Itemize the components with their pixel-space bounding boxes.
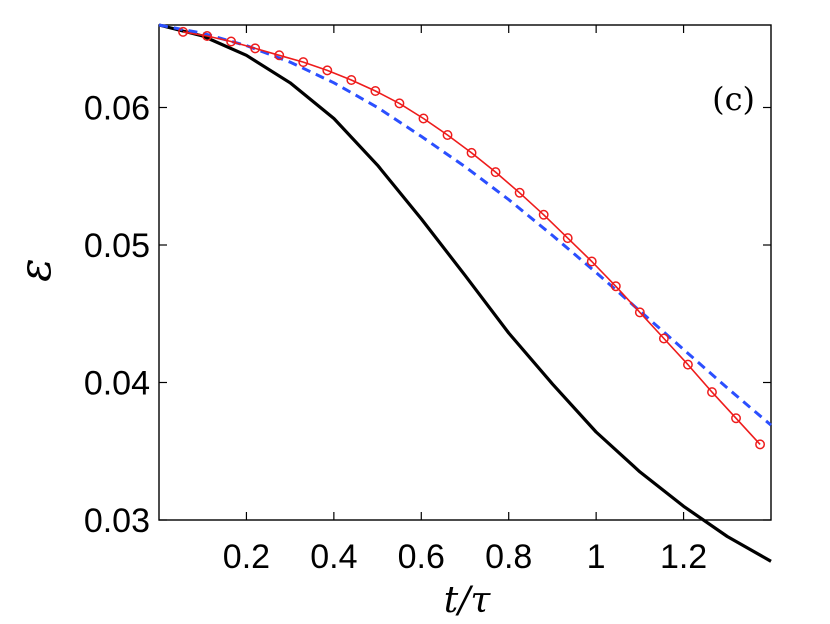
y-tick-label: 0.06 [84, 90, 150, 128]
x-tick-label: 0.8 [485, 538, 532, 576]
series-line-2 [158, 23, 772, 427]
x-tick-label: 0.6 [398, 538, 445, 576]
series-point [298, 57, 309, 68]
series-point [514, 187, 525, 198]
series-point [418, 113, 429, 124]
series-point [562, 233, 573, 244]
series-point [538, 209, 549, 220]
series-point [274, 50, 285, 61]
series-point [202, 31, 213, 41]
series-line-1 [158, 23, 772, 563]
series-point [322, 65, 333, 76]
x-tick-label: 0.2 [223, 538, 270, 576]
x-tick-label: 1 [587, 538, 606, 576]
series-point [442, 130, 453, 140]
panel-label: (c) [712, 80, 755, 118]
series-point [466, 147, 477, 158]
series-point [490, 167, 501, 178]
series-point [610, 281, 621, 292]
series-point [634, 307, 645, 318]
series-point [586, 256, 597, 267]
y-tick-label: 0.05 [84, 227, 150, 265]
series-point [370, 86, 381, 96]
series-layer [158, 23, 772, 563]
ticks [159, 25, 771, 521]
x-axis-label: t/τ [444, 580, 492, 621]
y-tick-label: 0.03 [84, 502, 150, 540]
y-axis-label: ε [10, 258, 61, 282]
series-point [658, 333, 669, 344]
series-point [755, 439, 766, 450]
series-point [707, 387, 717, 398]
series-point [250, 43, 261, 54]
series-line-3 [182, 31, 761, 445]
plot-area [158, 24, 772, 521]
series-point [226, 36, 237, 47]
series-point [178, 26, 188, 37]
x-tick-label: 1.2 [660, 538, 707, 576]
x-tick-label: 0.4 [310, 538, 357, 576]
series-point [394, 98, 405, 109]
y-tick-label: 0.04 [84, 365, 150, 403]
series-point [731, 413, 741, 424]
series-point [682, 359, 693, 370]
tick-labels: 0.2 0.4 0.6 0.8 1 1.2 0.03 0.04 0.05 0.06 [84, 90, 707, 577]
series-point [346, 75, 357, 85]
